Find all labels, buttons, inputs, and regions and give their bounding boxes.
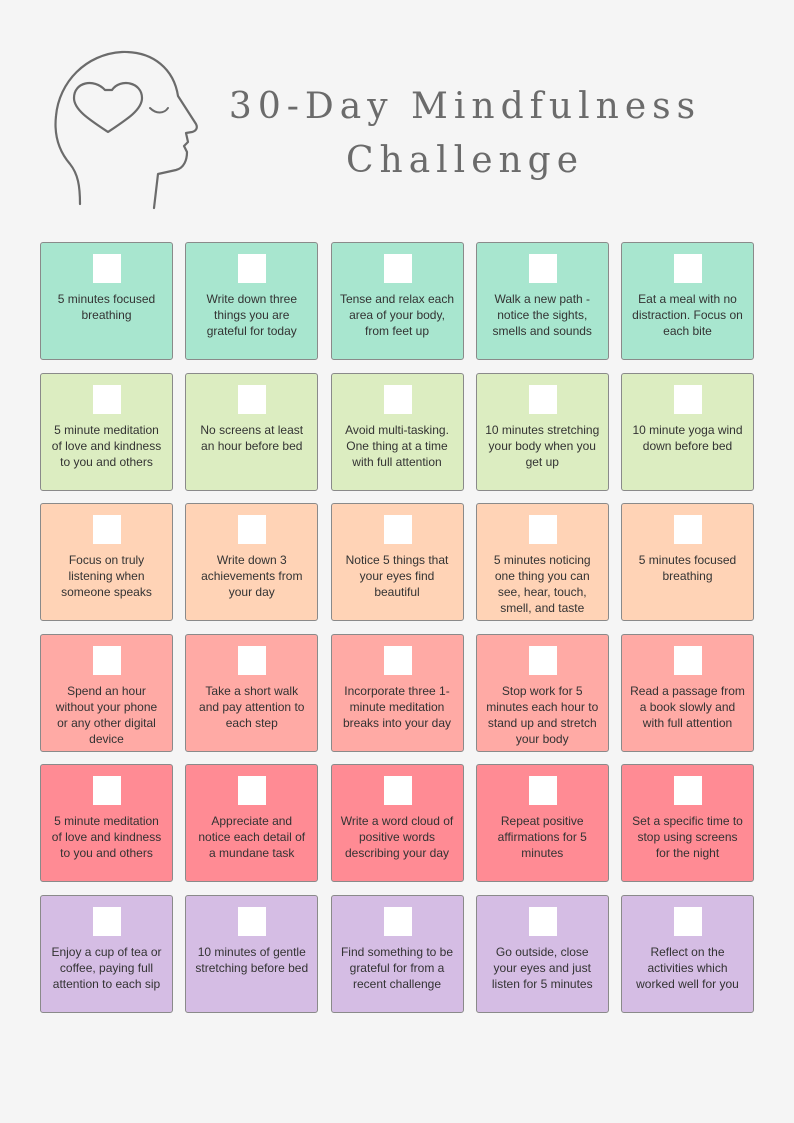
challenge-card: 10 minute yoga wind down before bed [621, 372, 754, 491]
challenge-card: 5 minutes focused breathing [621, 503, 754, 621]
challenge-card: Notice 5 things that your eyes find beau… [330, 503, 464, 621]
checkbox[interactable] [674, 906, 702, 936]
challenge-text: 10 minute yoga wind down before bed [632, 422, 743, 453]
checkbox[interactable] [93, 254, 121, 283]
title-line-2: Challenge [345, 140, 585, 181]
challenge-text: 5 minutes focused breathing [638, 553, 737, 583]
page-title: 30-Day Mindfulness Challenge [225, 80, 705, 188]
page-header: 30-Day Mindfulness Challenge [0, 0, 794, 230]
checkbox[interactable] [93, 384, 121, 414]
challenge-text: Read a passage from a book slowly and wi… [630, 683, 745, 730]
challenge-card: Write down 3 achievements from your day [185, 503, 319, 621]
checkbox[interactable] [528, 384, 557, 414]
challenge-card: Take a short walk and pay attention to e… [185, 633, 319, 752]
challenge-card: Walk a new path - notice the sights, sme… [475, 242, 609, 360]
challenge-card: Tense and relax each area of your body, … [330, 242, 464, 360]
checkbox[interactable] [238, 645, 267, 675]
checkbox[interactable] [93, 645, 121, 675]
checkbox[interactable] [528, 906, 557, 936]
checkbox[interactable] [383, 906, 412, 936]
checkbox[interactable] [674, 776, 702, 805]
challenge-text: 5 minute meditation of love and kindness… [51, 422, 162, 469]
challenge-text: Focus on truly listening when someone sp… [61, 553, 152, 599]
challenge-text: Take a short walk and pay attention to e… [199, 683, 305, 730]
challenge-text: Write down 3 achievements from your day [201, 553, 303, 599]
checkbox[interactable] [674, 515, 702, 544]
challenge-text: Write a word cloud of positive words des… [340, 814, 454, 860]
challenge-card: 5 minute meditation of love and kindness… [40, 764, 173, 882]
challenge-text: Write down three things you are grateful… [206, 292, 298, 338]
mind-heart-head-icon [54, 50, 198, 210]
challenge-text: Appreciate and notice each detail of a m… [198, 814, 306, 860]
challenge-text: Walk a new path - notice the sights, sme… [492, 292, 592, 338]
challenge-text: Tense and relax each area of your body, … [339, 292, 455, 338]
challenge-text: Enjoy a cup of tea or coffee, paying ful… [51, 944, 162, 991]
challenge-text: Stop work for 5 minutes each hour to sta… [486, 683, 599, 746]
challenge-card: Write down three things you are grateful… [185, 242, 319, 360]
challenge-text: Avoid multi-tasking. One thing at a time… [345, 422, 449, 469]
challenge-text: 10 minutes stretching your body when you… [485, 422, 600, 469]
checkbox[interactable] [383, 254, 412, 283]
checkbox[interactable] [238, 906, 267, 936]
checkbox[interactable] [93, 906, 121, 936]
challenge-card: Go outside, close your eyes and just lis… [475, 894, 609, 1013]
challenge-card: Find something to be grateful for from a… [330, 894, 464, 1013]
challenge-text: Spend an hour without your phone or any … [55, 683, 158, 746]
challenge-card: Reflect on the activities which worked w… [621, 894, 754, 1013]
challenge-card: 10 minutes stretching your body when you… [475, 372, 609, 491]
challenge-card: Repeat positive affirmations for 5 minut… [475, 764, 609, 882]
checkbox[interactable] [383, 776, 412, 805]
challenge-card: 5 minute meditation of love and kindness… [40, 372, 173, 491]
challenge-card: Write a word cloud of positive words des… [330, 764, 464, 882]
challenge-card: Spend an hour without your phone or any … [40, 633, 173, 752]
checkbox[interactable] [238, 254, 267, 283]
challenge-card: Focus on truly listening when someone sp… [40, 503, 173, 621]
checkbox[interactable] [238, 776, 267, 805]
challenge-text: Go outside, close your eyes and just lis… [491, 944, 593, 991]
title-line-1: 30-Day Mindfulness [228, 86, 702, 127]
challenge-text: Set a specific time to stop using screen… [632, 814, 743, 860]
challenge-text: Find something to be grateful for from a… [340, 944, 454, 991]
challenge-card: Set a specific time to stop using screen… [621, 764, 754, 882]
challenge-card: 5 minutes noticing one thing you can see… [475, 503, 609, 621]
checkbox[interactable] [674, 645, 702, 675]
checkbox[interactable] [383, 384, 412, 414]
challenge-text: Reflect on the activities which worked w… [636, 944, 739, 991]
challenge-card: 10 minutes of gentle stretching before b… [185, 894, 319, 1013]
checkbox[interactable] [238, 384, 267, 414]
challenge-text: 10 minutes of gentle stretching before b… [195, 944, 309, 975]
challenge-text: Repeat positive affirmations for 5 minut… [497, 814, 587, 860]
challenge-card: Avoid multi-tasking. One thing at a time… [330, 372, 464, 491]
checkbox[interactable] [528, 645, 557, 675]
checkbox[interactable] [528, 776, 557, 805]
challenge-text: Incorporate three 1-minute meditation br… [342, 683, 452, 730]
challenge-text: 5 minutes focused breathing [57, 292, 156, 322]
challenge-grid: 5 minutes focused breathing Write down th… [40, 242, 754, 1013]
challenge-card: Stop work for 5 minutes each hour to sta… [475, 633, 609, 752]
checkbox[interactable] [93, 515, 121, 544]
challenge-card: 5 minutes focused breathing [40, 242, 173, 360]
checkbox[interactable] [528, 254, 557, 283]
challenge-card: Incorporate three 1-minute meditation br… [330, 633, 464, 752]
checkbox[interactable] [383, 515, 412, 544]
checkbox[interactable] [93, 776, 121, 805]
checkbox[interactable] [674, 254, 702, 283]
challenge-card: No screens at least an hour before bed [185, 372, 319, 491]
challenge-card: Enjoy a cup of tea or coffee, paying ful… [40, 894, 173, 1013]
challenge-text: Eat a meal with no distraction. Focus on… [632, 292, 743, 338]
challenge-text: No screens at least an hour before bed [200, 422, 304, 453]
challenge-card: Read a passage from a book slowly and wi… [621, 633, 754, 752]
challenge-card: Eat a meal with no distraction. Focus on… [621, 242, 754, 360]
challenge-text: Notice 5 things that your eyes find beau… [345, 553, 449, 599]
challenge-card: Appreciate and notice each detail of a m… [185, 764, 319, 882]
checkbox[interactable] [528, 515, 557, 544]
checkbox[interactable] [383, 645, 412, 675]
challenge-text: 5 minutes noticing one thing you can see… [493, 553, 591, 615]
challenge-text: 5 minute meditation of love and kindness… [51, 814, 162, 860]
checkbox[interactable] [674, 384, 702, 414]
checkbox[interactable] [238, 515, 267, 544]
